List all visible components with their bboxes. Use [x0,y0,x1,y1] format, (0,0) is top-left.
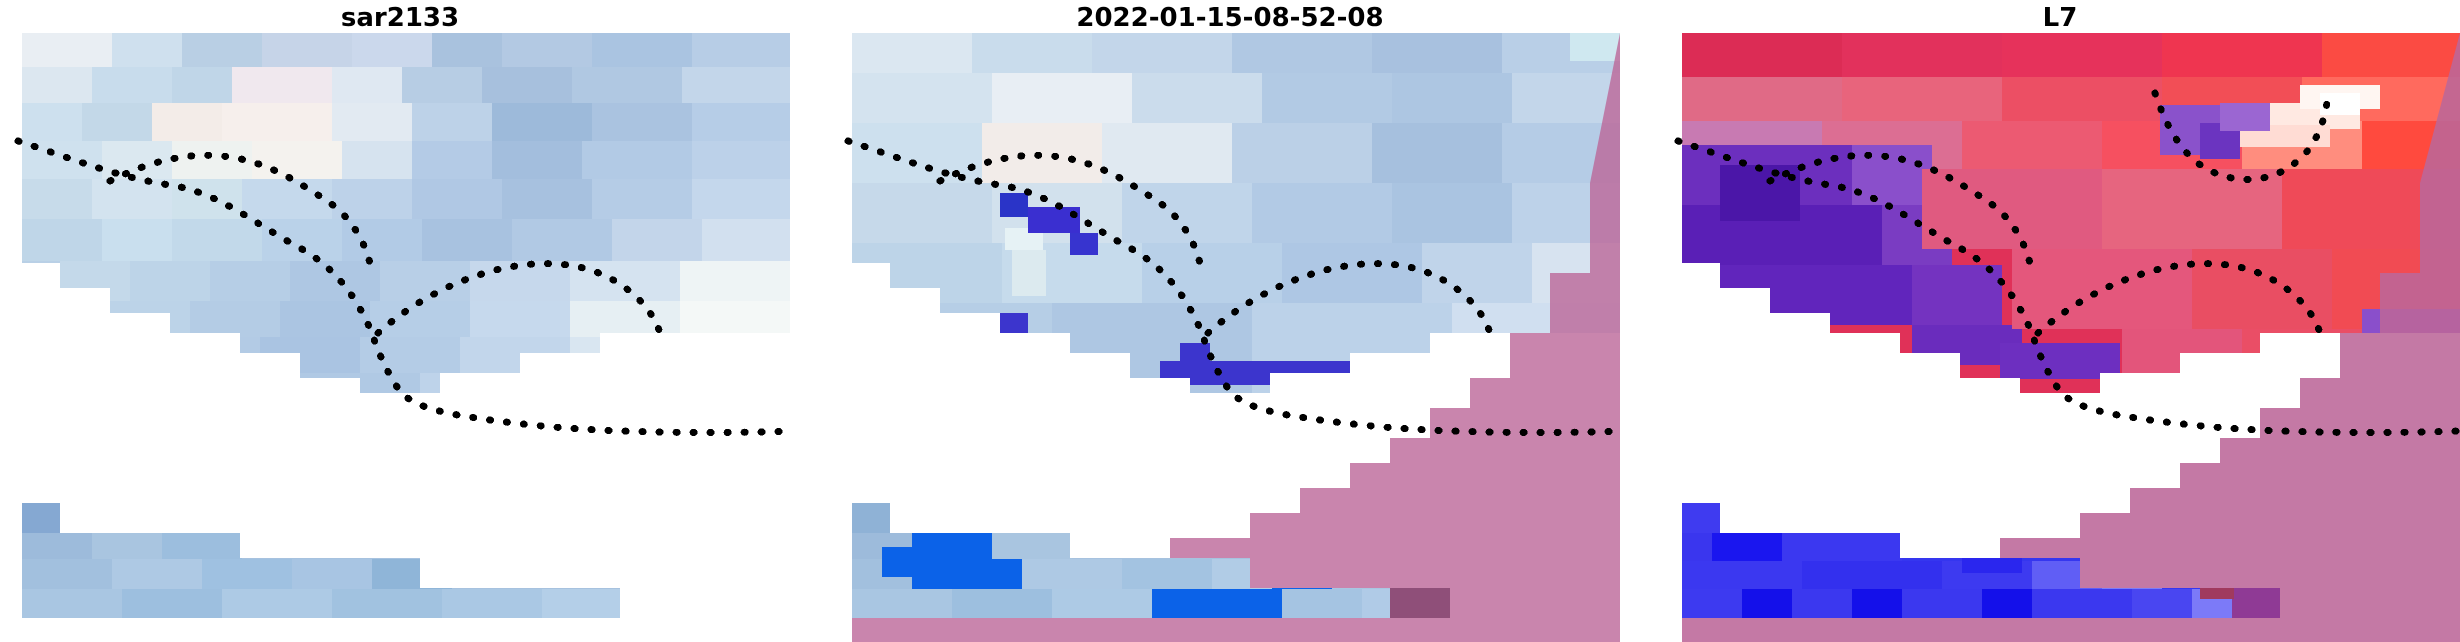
raster-image-l7 [1660,33,2460,642]
panel-title-sar2133: sar2133 [340,3,460,33]
panel-sar2133: sar2133 [0,0,800,642]
panel-l7: L7 [1660,0,2460,642]
raster-image-sar2133 [0,33,800,642]
panel-classified: 2022-01-15-08-52-08 [830,0,1630,642]
raster-image-classified [830,33,1630,642]
axes-classified: sand whitewater water shoreline referenc… [830,33,1630,642]
shoreline-dotted-path [1674,89,2460,436]
shoreline-dotted-path [14,137,799,436]
axes-sar2133 [0,33,800,642]
panel-title-l7: L7 [2042,3,2078,33]
axes-l7 [1660,33,2460,642]
shoreline-dotted-path [844,137,1629,436]
panel-title-classified: 2022-01-15-08-52-08 [1076,3,1384,33]
